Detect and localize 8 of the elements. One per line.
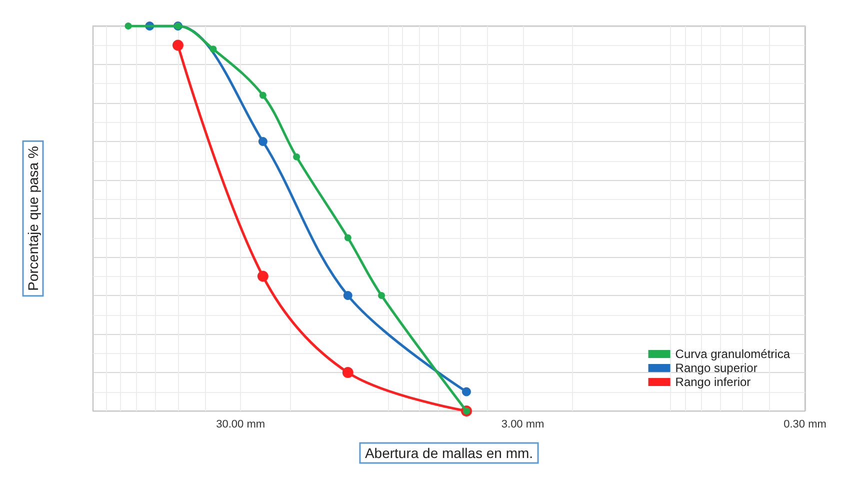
legend-label: Curva granulométrica: [675, 347, 790, 361]
x-axis-title: Abertura de mallas en mm.: [364, 445, 534, 461]
legend-label: Rango inferior: [675, 375, 751, 389]
x-tick-label: 3.00 mm: [501, 418, 544, 430]
y-axis-title: Porcentaje que pasa %: [25, 146, 41, 291]
x-tick-label: 0.30 mm: [784, 418, 826, 430]
legend-label: Rango superior: [675, 361, 758, 375]
x-tick-label: 30.00 mm: [216, 418, 266, 430]
